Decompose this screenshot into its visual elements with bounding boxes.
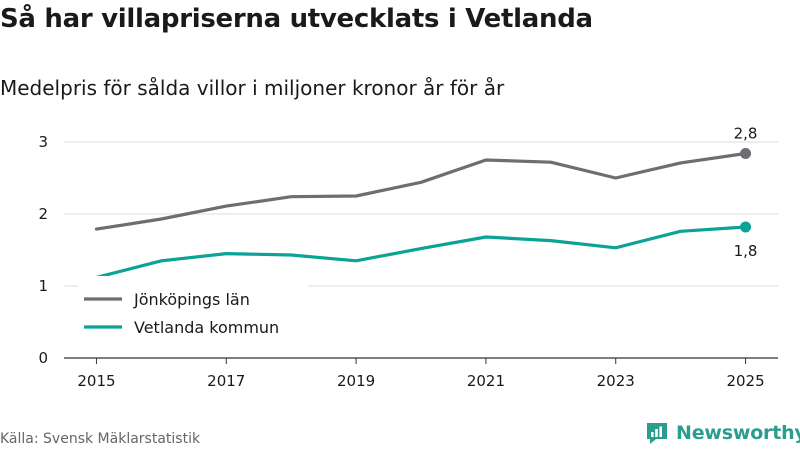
chart-title: Så har villapriserna utvecklats i Vetlan…: [0, 4, 593, 34]
series-end-marker: [740, 221, 752, 233]
x-tick-label: 2023: [597, 372, 635, 390]
x-tick-label: 2017: [207, 372, 245, 390]
x-tick-label: 2025: [726, 372, 764, 390]
newsworthy-logo-icon: [647, 423, 667, 444]
series-end-marker: [740, 148, 752, 160]
brand-logo: Newsworthy: [644, 420, 800, 446]
legend-label: Vetlanda kommun: [134, 318, 279, 337]
x-tick-label: 2021: [467, 372, 505, 390]
y-tick-label: 2: [38, 205, 48, 223]
y-tick-label: 0: [38, 349, 48, 367]
series-line-jonkopings-lan: [94, 151, 748, 231]
y-tick-label: 3: [38, 133, 48, 151]
brand-name: Newsworthy: [676, 422, 800, 444]
x-tick-label: 2015: [77, 372, 115, 390]
x-tick-label: 2019: [337, 372, 375, 390]
series-line-vetlanda-kommun: [94, 225, 748, 279]
chart-subtitle: Medelpris för sålda villor i miljoner kr…: [0, 76, 505, 100]
source-note: Källa: Svensk Mäklarstatistik: [0, 431, 201, 447]
y-tick-label: 1: [38, 277, 48, 295]
legend-label: Jönköpings län: [133, 290, 250, 309]
series-end-label: 2,8: [734, 125, 758, 143]
series-end-label: 1,8: [734, 242, 758, 260]
